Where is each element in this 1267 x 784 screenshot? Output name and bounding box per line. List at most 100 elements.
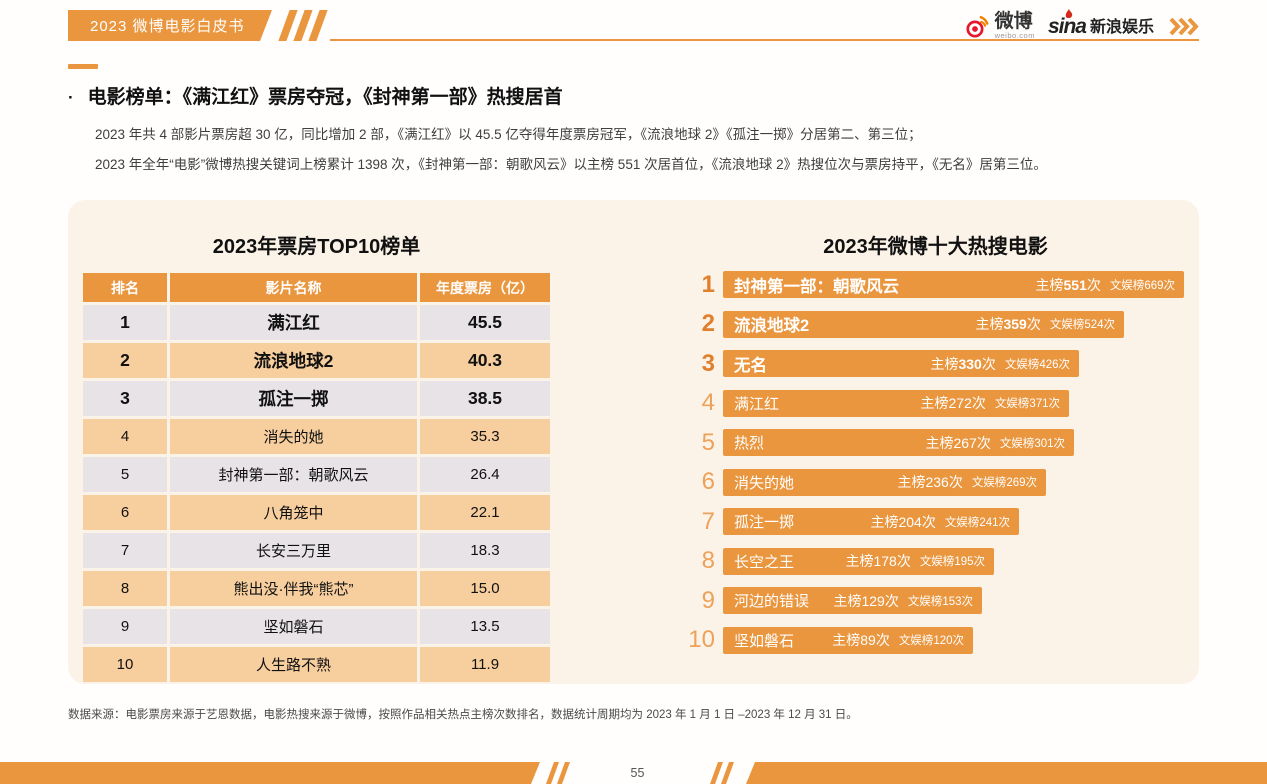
movie-name: 坚如磐石	[734, 632, 795, 650]
movie-name: 封神第一部：朝歌风云	[734, 277, 899, 296]
gross-cell: 26.4	[420, 457, 550, 492]
hot-search-row: 1 封神第一部：朝歌风云 主榜551次 文娱榜669次	[683, 271, 1188, 298]
gross-cell: 40.3	[420, 343, 550, 378]
search-stats: 主榜89次 文娱榜120次	[832, 630, 964, 650]
main-board-stat: 主榜204次	[870, 513, 936, 530]
weibo-logo-subtext: weibo.com	[994, 31, 1035, 41]
search-stats: 主榜551次 文娱榜669次	[1035, 275, 1175, 295]
rank-cell: 5	[83, 457, 167, 492]
rank-number: 5	[701, 428, 715, 456]
movie-cell: 满江红	[170, 305, 417, 340]
weibo-logo: 微博 weibo.com	[964, 12, 1035, 40]
main-board-stat: 主榜359次	[975, 316, 1041, 332]
sina-logo: sina 新浪娱乐	[1047, 8, 1154, 38]
banner-stripes	[278, 10, 328, 41]
hot-search-chart: 1 封神第一部：朝歌风云 主榜551次 文娱榜669次 2 流浪地球2 主榜35…	[683, 271, 1188, 654]
rank-cell: 4	[83, 419, 167, 454]
rank-cell: 6	[83, 495, 167, 530]
search-stats: 主榜359次 文娱榜524次	[975, 314, 1115, 334]
movie-name: 长空之王	[734, 553, 795, 571]
rank-number: 1	[701, 270, 715, 298]
sina-logo-suffix: 新浪娱乐	[1089, 18, 1154, 36]
movie-cell: 流浪地球2	[170, 343, 417, 378]
ent-board-stat: 文娱榜524次	[1049, 319, 1115, 331]
intro-paragraph-2: 2023 年全年“电影”微博热搜关键词上榜累计 1398 次，《封神第一部：朝歌…	[95, 157, 1047, 172]
hot-search-bar: 热烈 主榜267次 文娱榜301次	[723, 429, 1074, 456]
hot-search-bar: 孤注一掷 主榜204次 文娱榜241次	[723, 508, 1019, 535]
header-rule-line	[330, 39, 1199, 41]
rank-cell: 7	[83, 533, 167, 568]
intro-paragraph-1: 2023 年共 4 部影片票房超 30 亿，同比增加 2 部，《满江红》以 45…	[95, 127, 922, 142]
chevrons-icon	[1169, 17, 1199, 35]
movie-cell: 长安三万里	[170, 533, 417, 568]
gross-cell: 15.0	[420, 571, 550, 606]
main-board-stat: 主榜267次	[925, 434, 991, 451]
rank-cell: 2	[83, 343, 167, 378]
hot-search-bar: 长空之王 主榜178次 文娱榜195次	[723, 547, 994, 575]
movie-cell: 坚如磐石	[170, 609, 417, 644]
search-stats: 主榜330次 文娱榜426次	[930, 354, 1070, 374]
movie-name: 流浪地球2	[734, 317, 810, 335]
main-board-stat: 主榜330次	[930, 355, 996, 372]
header-banner: 2023 微博电影白皮书	[68, 10, 272, 41]
movie-cell: 人生路不熟	[170, 647, 417, 682]
search-stats: 主榜236次 文娱榜269次	[897, 472, 1037, 492]
rank-number: 8	[701, 547, 715, 574]
hot-search-bar: 消失的她 主榜236次 文娱榜269次	[723, 468, 1046, 496]
rank-number: 4	[701, 389, 715, 416]
ent-board-stat: 文娱榜301次	[999, 437, 1065, 450]
hot-search-row: 9 河边的错误 主榜129次 文娱榜153次	[683, 587, 1188, 614]
gross-cell: 18.3	[420, 533, 550, 568]
movie-cell: 八角笼中	[170, 495, 417, 530]
ent-board-stat: 文娱榜195次	[919, 556, 985, 568]
weibo-logo-text: 微博	[994, 11, 1033, 33]
hot-search-panel: 2023年微博十大热搜电影 1 封神第一部：朝歌风云 主榜551次 文娱榜669…	[683, 200, 1188, 654]
search-stats: 主榜129次 文娱榜153次	[833, 591, 973, 611]
banner-title: 2023 微博电影白皮书	[90, 18, 245, 35]
hot-search-bar: 封神第一部：朝歌风云 主榜551次 文娱榜669次	[723, 271, 1184, 298]
footer-bar: 55	[0, 762, 1267, 784]
title-text: 电影榜单：《满江红》票房夺冠，《封神第一部》热搜居首	[87, 87, 563, 108]
gross-cell: 35.3	[420, 419, 550, 454]
page-number: 55	[630, 766, 645, 780]
hot-search-row: 10 坚如磐石 主榜89次 文娱榜120次	[683, 626, 1188, 654]
search-stats: 主榜267次 文娱榜301次	[925, 433, 1065, 453]
weibo-eye-icon	[966, 15, 989, 38]
box-office-panel: 2023年票房TOP10榜单 排名 影片名称 年度票房（亿） 1 满江红 45.…	[83, 200, 550, 682]
gross-cell: 38.5	[420, 381, 550, 416]
ent-board-stat: 文娱榜153次	[907, 595, 973, 608]
movie-cell: 熊出没·伴我“熊芯”	[170, 571, 417, 606]
ent-board-stat: 文娱榜120次	[898, 635, 964, 647]
slash-decoration	[556, 762, 571, 784]
sina-wordmark: sina	[1047, 14, 1087, 38]
rank-cell: 1	[83, 305, 167, 340]
hot-search-bar: 无名 主榜330次 文娱榜426次	[723, 350, 1079, 377]
movie-name: 河边的错误	[734, 593, 810, 610]
hot-search-row: 8 长空之王 主榜178次 文娱榜195次	[683, 547, 1188, 575]
gross-cell: 13.5	[420, 609, 550, 644]
main-board-stat: 主榜551次	[1035, 276, 1101, 293]
logo-group: 微博 weibo.com sina 新浪娱乐	[964, 8, 1199, 40]
movie-name: 满江红	[734, 395, 780, 413]
search-stats: 主榜178次 文娱榜195次	[845, 551, 985, 571]
gross-cell: 22.1	[420, 495, 550, 530]
main-board-stat: 主榜129次	[833, 592, 899, 609]
hot-search-row: 3 无名 主榜330次 文娱榜426次	[683, 350, 1188, 377]
hot-search-row: 2 流浪地球2 主榜359次 文娱榜524次	[683, 310, 1188, 338]
rank-cell: 3	[83, 381, 167, 416]
stripe-decoration	[308, 10, 328, 41]
rank-cell: 9	[83, 609, 167, 644]
rank-number: 3	[701, 349, 715, 377]
rank-number: 7	[701, 507, 715, 535]
page-title: · 电影榜单：《满江红》票房夺冠，《封神第一部》热搜居首	[68, 82, 563, 109]
section-dash	[68, 64, 98, 69]
search-stats: 主榜204次 文娱榜241次	[870, 512, 1010, 532]
movie-name: 无名	[734, 356, 767, 375]
rank-cell: 10	[83, 647, 167, 682]
slash-decoration	[720, 762, 735, 784]
rank-number: 9	[701, 586, 715, 614]
main-board-stat: 主榜236次	[897, 474, 963, 490]
main-board-stat: 主榜178次	[845, 553, 911, 569]
rank-number: 10	[688, 626, 715, 653]
hot-search-row: 7 孤注一掷 主榜204次 文娱榜241次	[683, 508, 1188, 535]
